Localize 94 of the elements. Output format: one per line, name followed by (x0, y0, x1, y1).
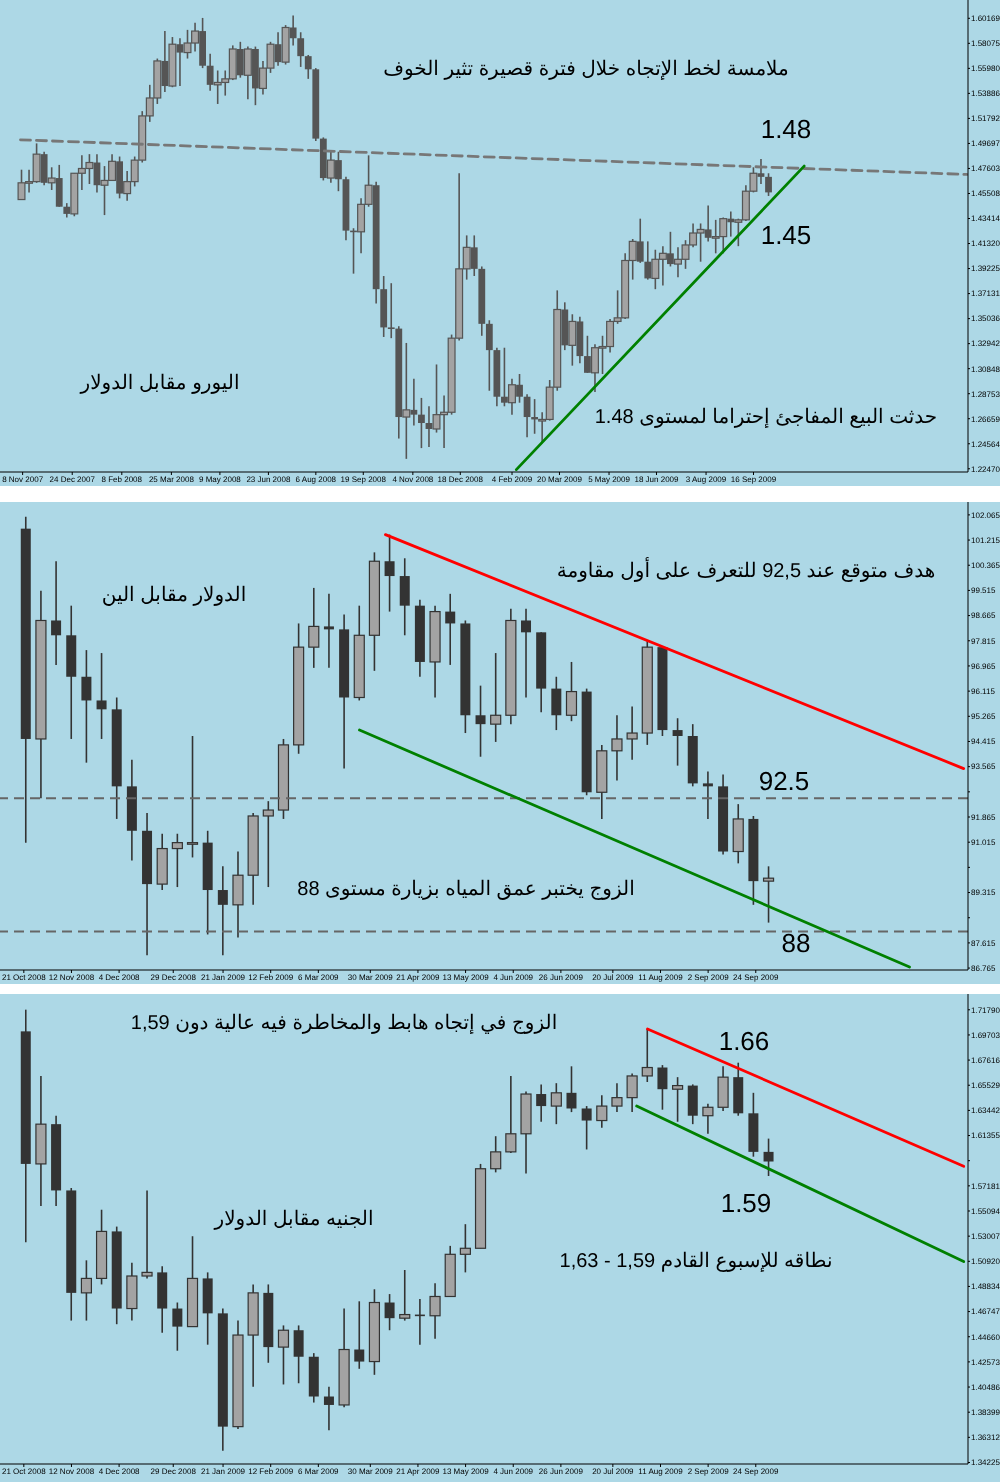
candlestick (172, 1301, 183, 1352)
annotation: نطاقه للإسبوع القادم 1,59 - 1,63 (559, 1251, 833, 1273)
candlestick (384, 1293, 395, 1332)
candlestick (501, 346, 508, 408)
candlestick (32, 142, 41, 184)
candlestick (550, 1082, 562, 1125)
candlestick (672, 1076, 684, 1123)
ref-line-label: 92.5 (758, 765, 810, 797)
candlestick (651, 248, 660, 290)
candlestick (410, 377, 418, 427)
candlestick (308, 587, 320, 669)
candlestick (576, 315, 584, 365)
text: الجنيه مقابل الدولار (214, 1209, 374, 1231)
candlestick (157, 1265, 168, 1334)
candlestick (658, 245, 667, 287)
candlestick (657, 1064, 668, 1111)
candlestick (748, 1092, 759, 1158)
candlestick (641, 1028, 653, 1083)
candlestick (176, 37, 184, 87)
annotation: 1.45 (760, 219, 812, 251)
annotation: 1.66 (718, 1025, 770, 1057)
candlestick (116, 155, 123, 200)
candlestick (672, 717, 683, 767)
candlestick (126, 758, 137, 862)
candlestick (281, 24, 290, 66)
candlestick (566, 1065, 577, 1113)
candlestick (80, 1259, 93, 1322)
candlestick (384, 533, 395, 613)
candlestick (596, 744, 608, 820)
candlestick (202, 829, 213, 936)
candlestick (733, 1061, 744, 1117)
candlestick (171, 832, 183, 888)
candlestick (521, 607, 532, 699)
candlestick (323, 593, 334, 669)
candlestick (262, 800, 274, 888)
candlestick (96, 652, 107, 740)
annotation: 1.59 (720, 1187, 772, 1219)
candlestick (762, 865, 775, 924)
text: اليورو مقابل الدولار (80, 373, 240, 395)
candlestick (702, 770, 713, 820)
candlestick (429, 1282, 441, 1340)
candlestick (399, 557, 410, 637)
candlestick (459, 1223, 471, 1274)
candlestick (590, 343, 599, 393)
candlestick (85, 153, 94, 185)
candlestick (475, 684, 486, 758)
candlestick (247, 1283, 259, 1388)
text: الدولار مقابل الين (101, 585, 247, 607)
candlestick (323, 1386, 334, 1432)
candlestick (696, 222, 705, 263)
candlestick (51, 560, 62, 666)
candlestick (444, 1245, 456, 1298)
candlestick (156, 832, 168, 891)
annotation: الزوج يختبر عمق المياه بزيارة مستوى 88 (297, 879, 635, 901)
annotation: 1.48 (760, 113, 812, 145)
candlestick (202, 1271, 213, 1346)
candlestick (232, 850, 244, 939)
candlestick (186, 735, 199, 859)
candlestick (168, 36, 177, 89)
candlestick (581, 1105, 592, 1151)
candlestick (243, 45, 252, 100)
candlestick (490, 652, 502, 743)
candlestick (596, 1094, 608, 1129)
candlestick (252, 45, 259, 106)
candlestick (536, 1083, 547, 1123)
candlestick (687, 723, 698, 788)
annotation: حدثت البيع المفاجئ إحتراما لمستوى 1.48 (594, 407, 938, 429)
candlestick (354, 1300, 365, 1370)
candlestick (732, 803, 744, 865)
candlestick (399, 1269, 411, 1322)
candlestick (66, 604, 77, 740)
annotation: الزوج في إتجاه هابط والمخاطرة فيه عالية دون 1,59 (130, 1013, 558, 1035)
candlestick (293, 1324, 304, 1385)
candlestick (40, 150, 48, 187)
candlestick (719, 216, 728, 255)
candlestick (565, 661, 578, 722)
ref-line-label: 88 (781, 927, 811, 959)
annotation: هدف متوقع عند 92,5 للتعرف على أول مقاومة (556, 561, 936, 583)
candlestick (687, 1083, 698, 1125)
candlestick (217, 865, 228, 956)
candlestick (763, 1137, 774, 1177)
candlestick (445, 593, 456, 666)
candlestick (161, 30, 169, 93)
candlestick (757, 158, 765, 185)
candlestick (490, 1135, 502, 1174)
candlestick (17, 168, 26, 201)
annotation: ملامسة لخط الإتجاه خلال فترة قصيرة تثير الخوف (383, 59, 789, 81)
candlestick (35, 1075, 47, 1207)
candlestick (81, 649, 92, 764)
candlestick (95, 1208, 108, 1286)
candlestick (236, 41, 244, 79)
candlestick (308, 1352, 319, 1404)
candlestick (551, 675, 562, 731)
candlestick (277, 1324, 290, 1386)
